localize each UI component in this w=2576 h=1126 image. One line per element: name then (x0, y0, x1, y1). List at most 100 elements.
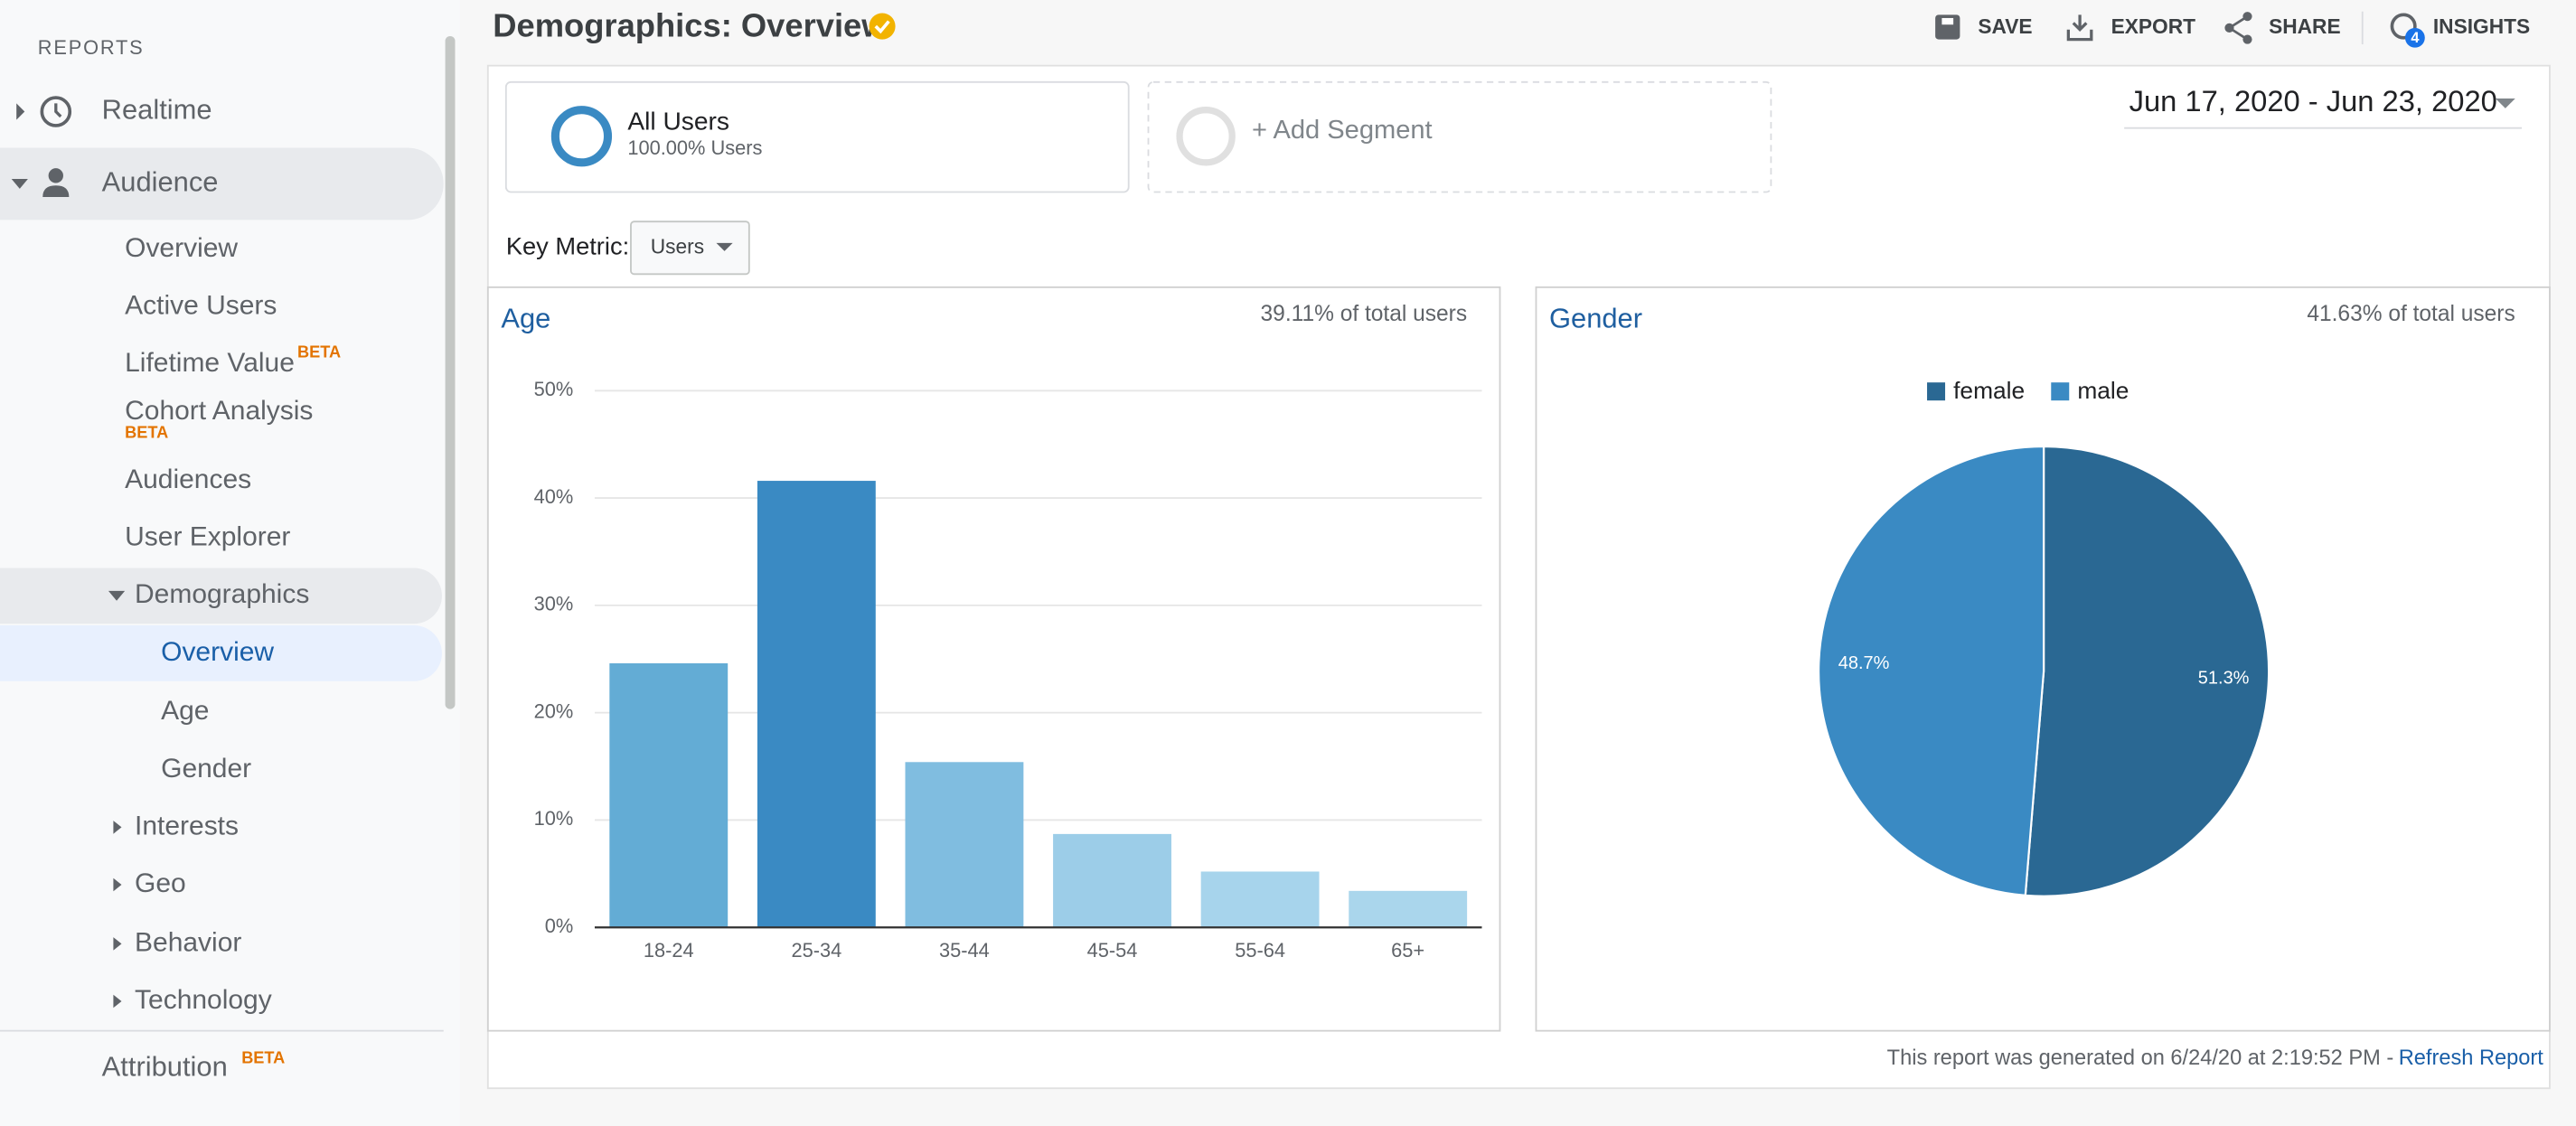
pie-slice (2024, 445, 2270, 897)
add-segment[interactable] (1147, 80, 1772, 193)
nav-item[interactable]: Cohort Analysis (125, 396, 313, 426)
insights-count-bg (2404, 27, 2425, 48)
legend-swatch (2051, 382, 2070, 401)
x-tick-label: 65+ (1391, 939, 1424, 962)
nav-item[interactable]: Behavior (135, 927, 241, 957)
nav-item[interactable]: User Explorer (125, 522, 290, 552)
chart-subtitle: 41.63% of total users (2307, 302, 2515, 326)
footer: This report was generated on 6/24/20 at … (1887, 1046, 2544, 1070)
header: Demographics: Overview SAVE EXPORT SHARE… (493, 6, 2530, 48)
legend-label: male (2077, 377, 2129, 404)
pie-slice (1818, 445, 2045, 897)
nav-item[interactable]: Age (161, 696, 209, 726)
legend-swatch (1927, 382, 1946, 401)
export-icon[interactable] (2066, 14, 2093, 42)
metric-value[interactable]: Users (651, 234, 704, 258)
date-range[interactable]: Jun 17, 2020 - Jun 23, 2020 (2129, 84, 2497, 117)
key-metric: Key Metric: Users (506, 221, 750, 276)
y-tick-label: 40% (534, 485, 574, 508)
y-tick-label: 20% (534, 699, 574, 722)
nav-item[interactable]: Audiences (125, 464, 251, 494)
clock-hand (54, 103, 62, 118)
scrollbar[interactable] (445, 35, 456, 709)
save-icon-detail (1941, 17, 1954, 25)
clock-icon (40, 96, 72, 127)
sidebar: REPORTS Realtime Audience Overview Activ… (0, 0, 460, 1126)
nav-item[interactable]: Lifetime Value (125, 348, 295, 378)
nav-item[interactable]: Demographics (135, 579, 309, 609)
dropdown-arrow (2495, 98, 2515, 108)
nav-item[interactable]: Interests (135, 811, 239, 840)
sidebar-heading: REPORTS (38, 36, 145, 59)
share-icon-lines (2226, 15, 2249, 41)
toolbar-button[interactable]: SAVE (1978, 14, 2032, 38)
toolbar-button[interactable]: EXPORT (2111, 14, 2196, 38)
beta-badge: BETA (297, 342, 341, 361)
slice-label: 51.3% (2198, 668, 2250, 688)
insights-count: 4 (2411, 30, 2419, 46)
nav-item[interactable]: Gender (161, 754, 251, 784)
segment-card[interactable] (504, 80, 1130, 193)
nav-item[interactable]: Attribution (102, 1051, 228, 1083)
segment-ring-empty (1176, 107, 1236, 166)
bar (1349, 890, 1468, 928)
nav-item[interactable]: Geo (135, 868, 186, 898)
collapse-arrow (11, 178, 28, 189)
x-tick-label: 45-54 (1087, 939, 1138, 962)
expand-arrow (113, 937, 122, 951)
collapse-arrow (108, 590, 126, 601)
y-tick-label: 30% (534, 593, 574, 615)
y-tick-label: 10% (534, 807, 574, 830)
footer-text: This report was generated on 6/24/20 at … (1887, 1046, 2394, 1070)
bar (1053, 833, 1171, 928)
nav-item[interactable]: Active Users (125, 291, 277, 321)
nav-highlight (0, 147, 444, 221)
chart-subtitle: 39.11% of total users (1261, 302, 1468, 326)
bar (609, 663, 729, 928)
bar (757, 481, 876, 928)
x-tick-label: 25-34 (791, 939, 841, 962)
beta-badge: BETA (241, 1048, 285, 1066)
metric-dropdown[interactable] (630, 221, 750, 276)
verified-badge (869, 13, 896, 40)
charts: 0% 10% 20% 30% 40% 50% 18-24 25-34 35-44 45-54 55-… (534, 377, 2270, 962)
chart-title: Age (501, 302, 550, 333)
segment-name: All Users (627, 108, 729, 136)
page-title: Demographics: Overview (493, 6, 888, 43)
refresh-link[interactable]: Refresh Report (2399, 1046, 2544, 1070)
toolbar-button[interactable]: INSIGHTS (2433, 14, 2530, 38)
dropdown-arrow (716, 242, 733, 251)
save-icon[interactable] (1935, 14, 1960, 40)
slice-label: 48.7% (1838, 653, 1890, 673)
toolbar-button[interactable]: SHARE (2269, 14, 2341, 38)
chart-title: Gender (1549, 302, 1642, 333)
nav-item[interactable]: Overview (161, 637, 274, 667)
person-icon (48, 168, 63, 183)
segment-ring (550, 106, 613, 167)
expand-arrow (113, 994, 122, 1009)
nav-highlight (0, 568, 442, 624)
expand-arrow (113, 877, 122, 892)
expand-arrow (16, 103, 25, 120)
x-tick-label: 35-44 (939, 939, 990, 962)
insights-icon[interactable] (2390, 13, 2417, 40)
y-tick-label: 0% (545, 915, 574, 937)
x-tick-label: 55-64 (1235, 939, 1285, 962)
expand-arrow (113, 821, 122, 834)
legend-label: female (1953, 377, 2025, 404)
date-picker[interactable]: Jun 17, 2020 - Jun 23, 2020 (2124, 84, 2523, 129)
person-icon-body (42, 185, 70, 197)
y-tick-label: 50% (534, 378, 574, 400)
nav-item[interactable]: Technology (135, 985, 272, 1015)
verified-check (874, 20, 890, 34)
nav-item[interactable]: Realtime (102, 94, 212, 126)
add-segment-label[interactable]: + Add Segment (1252, 116, 1433, 145)
segment-detail: 100.00% Users (627, 136, 762, 159)
bar (905, 762, 1024, 928)
segments: All Users 100.00% Users + Add Segment (504, 80, 1772, 193)
key-metric-label: Key Metric: (506, 231, 629, 259)
nav-item[interactable]: Audience (102, 166, 219, 198)
nav-item[interactable]: Overview (125, 233, 238, 263)
x-tick-label: 18-24 (644, 939, 694, 962)
